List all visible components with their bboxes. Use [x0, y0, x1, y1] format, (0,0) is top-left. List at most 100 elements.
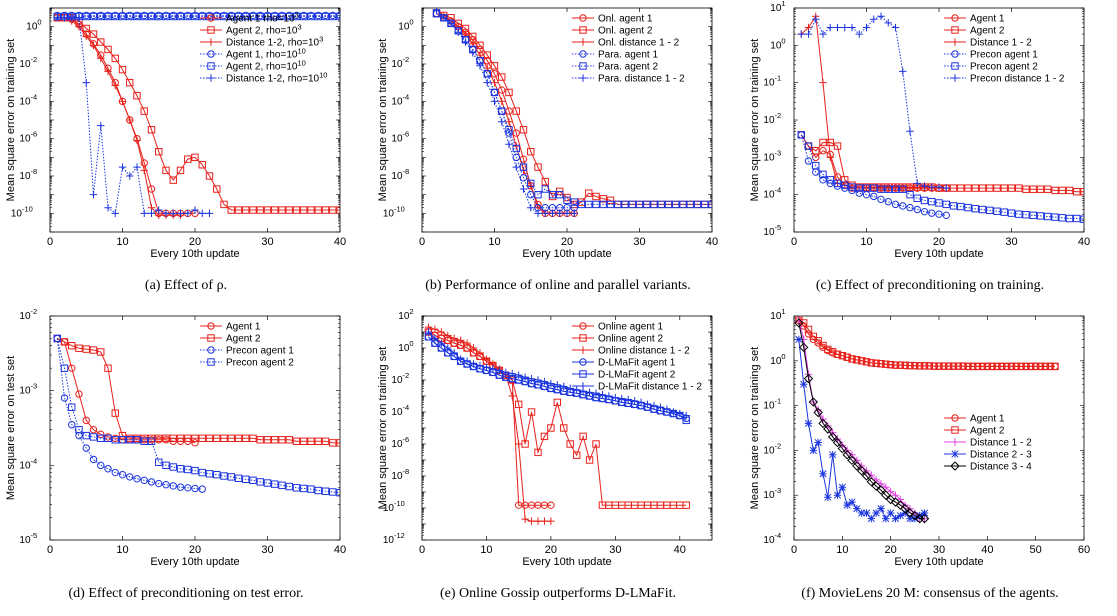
y-tick-label: 10-5 [19, 531, 37, 546]
data-point [169, 434, 177, 443]
y-axis-label: Mean square error on test set [5, 356, 17, 500]
data-point [249, 206, 257, 214]
data-point [527, 190, 535, 199]
data-point [585, 456, 594, 464]
y-axis-label: Mean square error on training set [377, 347, 389, 510]
data-point [804, 325, 813, 334]
data-point [862, 184, 871, 192]
data-point [598, 391, 607, 399]
data-point [450, 349, 458, 357]
data-point [1073, 188, 1081, 196]
x-tick-label: 40 [706, 236, 718, 248]
data-point [819, 30, 827, 38]
legend-marker [579, 358, 587, 366]
data-point [227, 434, 235, 443]
x-tick-label: 10 [116, 236, 128, 248]
data-point [111, 209, 119, 218]
data-point [848, 355, 856, 363]
data-point [862, 467, 871, 475]
x-axis-label: Every 10th update [150, 556, 239, 568]
data-point [843, 353, 851, 361]
legend-label: Distance 1 - 2 [970, 38, 1032, 49]
data-point [118, 12, 127, 21]
legend-label: Precon agent 2 [226, 358, 294, 369]
data-point [205, 209, 214, 218]
legend-marker [579, 26, 587, 34]
legend-label: Agent 2 [970, 426, 1005, 437]
data-point [512, 107, 520, 115]
x-axis-label: Every 10th update [894, 556, 983, 568]
data-point [804, 157, 813, 165]
data-point [126, 78, 134, 87]
x-axis-label: Every 10th update [522, 556, 611, 568]
y-tick-label: 102 [398, 308, 413, 322]
data-point [242, 206, 250, 214]
data-point [498, 107, 506, 115]
data-point [664, 200, 673, 209]
data-point [884, 197, 892, 206]
legend-marker [207, 50, 215, 58]
data-point [911, 514, 919, 523]
data-point [118, 97, 127, 106]
data-point [169, 463, 177, 471]
data-point [482, 355, 491, 363]
legend-label: D-LMaFit distance 1 - 2 [598, 382, 702, 393]
data-point [877, 360, 885, 368]
data-point [1036, 185, 1045, 193]
y-tick-label: 10-8 [19, 167, 37, 182]
chart-f: 0 10 20 30 40 50 60 10-4 10-3 10-2 10-1 100 101 Every… [749, 308, 1090, 568]
data-point [896, 495, 905, 504]
data-point [920, 182, 929, 190]
x-tick-label: 30 [633, 236, 645, 248]
chart-b: 0 10 20 30 40 10-10 10-8 10-6 10-4 10-2 100 Every 1… [377, 7, 718, 260]
data-point [964, 362, 972, 371]
data-point [891, 361, 900, 369]
data-point [833, 491, 842, 499]
x-tick-label: 0 [47, 236, 53, 248]
data-point [973, 362, 982, 371]
data-point [614, 200, 622, 209]
x-tick-label: 40 [981, 544, 993, 556]
data-point [920, 509, 929, 517]
legend-marker [207, 38, 215, 46]
data-point [896, 361, 905, 369]
data-point [118, 65, 127, 74]
data-point [553, 398, 562, 407]
data-point [541, 177, 549, 186]
data-point [133, 92, 141, 100]
data-point [263, 479, 272, 487]
x-tick-label: 40 [334, 544, 346, 556]
data-point [82, 444, 90, 452]
data-point [68, 364, 76, 372]
data-point [234, 206, 243, 214]
data-point [913, 179, 921, 188]
data-point [82, 345, 90, 353]
data-point [198, 12, 206, 21]
data-point [570, 209, 578, 218]
data-point [915, 511, 924, 520]
data-point [885, 494, 896, 505]
data-point [184, 12, 192, 21]
data-point [978, 205, 987, 214]
data-point [1015, 184, 1023, 192]
data-point [935, 210, 943, 218]
data-point [285, 206, 293, 214]
y-tick-label: 10-10 [383, 204, 405, 219]
x-tick-label: 0 [791, 544, 797, 556]
data-point [944, 362, 953, 370]
data-point [307, 12, 315, 21]
data-point [97, 430, 105, 439]
panel-b: 0 10 20 30 40 10-10 10-8 10-6 10-4 10-2 100 Every 1… [372, 0, 744, 308]
data-point [104, 465, 112, 473]
data-point [89, 455, 98, 464]
data-point [476, 349, 484, 357]
data-point [263, 12, 272, 21]
data-point [336, 12, 340, 21]
data-point [913, 205, 921, 214]
data-point [928, 197, 936, 206]
data-point [336, 439, 340, 447]
legend-marker [951, 38, 959, 46]
data-point [191, 466, 199, 475]
data-point [1044, 185, 1052, 193]
